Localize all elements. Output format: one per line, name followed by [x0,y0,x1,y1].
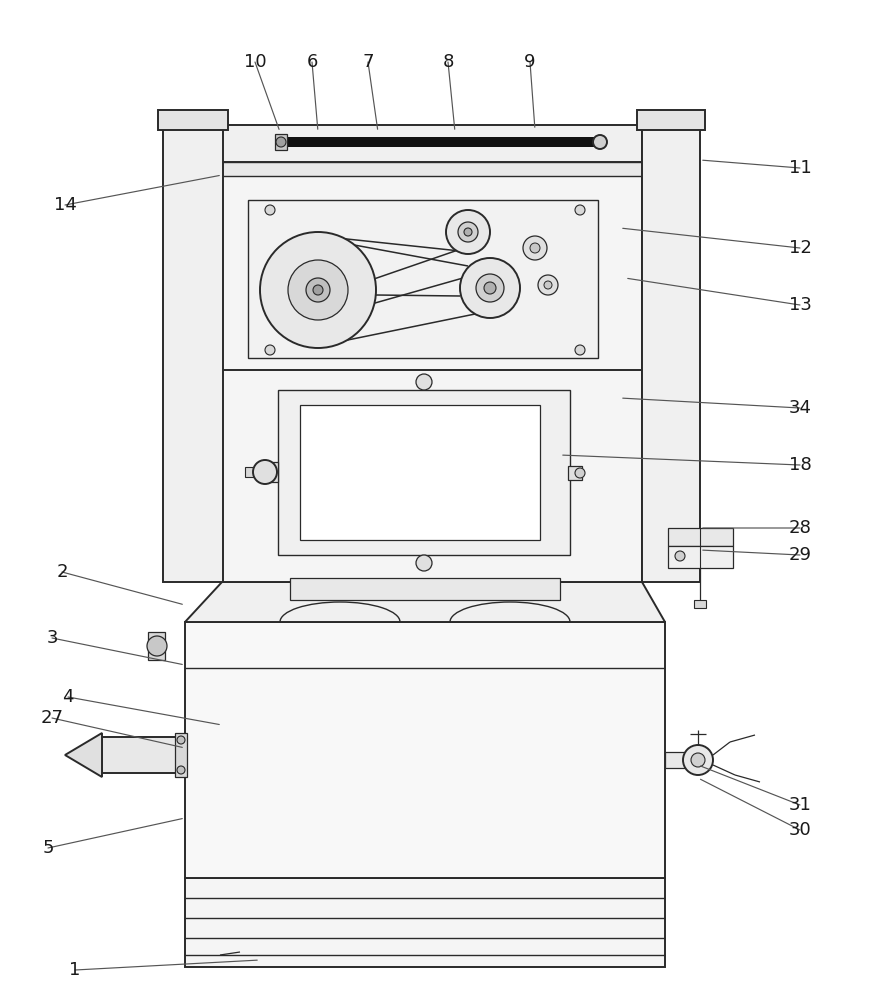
Bar [185,622,665,878]
Text: 14: 14 [54,196,77,214]
Bar [158,110,228,130]
Circle shape [253,460,277,484]
Text: 11: 11 [789,159,812,177]
Circle shape [691,753,705,767]
Circle shape [538,275,558,295]
Circle shape [276,137,286,147]
Bar [285,137,600,147]
Bar [668,546,733,568]
Text: 28: 28 [789,519,812,537]
Bar [668,528,733,546]
Circle shape [544,281,552,289]
Bar [222,125,642,162]
Bar [694,600,706,608]
Text: 7: 7 [362,53,374,71]
Circle shape [575,205,585,215]
Circle shape [147,636,167,656]
Bar [260,462,278,482]
Bar [102,737,185,773]
Bar [275,134,287,150]
Text: 13: 13 [789,296,812,314]
Circle shape [458,222,478,242]
Text: 10: 10 [244,53,266,71]
Circle shape [575,345,585,355]
Bar [637,110,705,130]
Bar [222,162,642,582]
Bar [300,405,540,540]
Text: 18: 18 [789,456,812,474]
Text: 12: 12 [789,239,812,257]
Bar [278,390,570,555]
Circle shape [416,374,432,390]
Bar [568,466,582,480]
Bar [163,128,223,582]
Bar [290,578,560,600]
Text: 5: 5 [42,839,54,857]
Circle shape [288,260,348,320]
Circle shape [476,274,504,302]
Circle shape [177,766,185,774]
Polygon shape [65,733,102,777]
Bar [222,162,642,176]
Bar [175,733,187,777]
Circle shape [464,228,472,236]
Circle shape [530,243,540,253]
Bar [185,878,665,967]
Text: 31: 31 [789,796,812,814]
Circle shape [523,236,547,260]
Bar [148,632,165,660]
Circle shape [446,210,490,254]
Text: 30: 30 [789,821,812,839]
Text: 9: 9 [524,53,536,71]
Circle shape [265,205,275,215]
Bar [642,128,700,582]
Circle shape [416,555,432,571]
Bar [248,200,598,358]
Text: 8: 8 [443,53,453,71]
Text: 4: 4 [63,688,73,706]
Text: 27: 27 [40,709,63,727]
Text: 2: 2 [56,563,68,581]
Polygon shape [185,582,665,622]
Circle shape [593,135,607,149]
Circle shape [177,736,185,744]
Text: 1: 1 [70,961,80,979]
Circle shape [484,282,496,294]
Text: 3: 3 [46,629,58,647]
Circle shape [265,345,275,355]
Circle shape [260,232,376,348]
Circle shape [683,745,713,775]
Text: 34: 34 [789,399,812,417]
Bar [665,752,685,768]
Bar [245,467,265,477]
Circle shape [306,278,330,302]
Circle shape [313,285,323,295]
Text: 6: 6 [307,53,317,71]
Circle shape [575,468,585,478]
Circle shape [675,551,685,561]
Text: 29: 29 [789,546,812,564]
Circle shape [460,258,520,318]
